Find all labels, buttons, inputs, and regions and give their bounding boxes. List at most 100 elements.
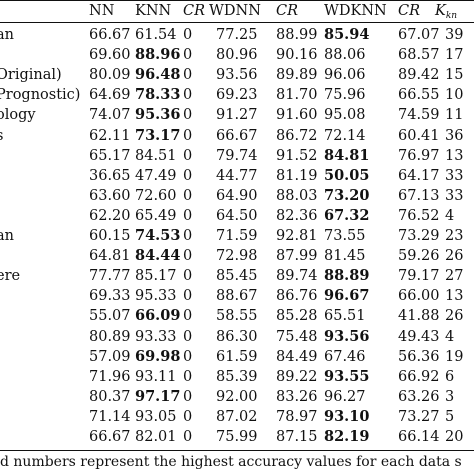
cell-wdnn: 93.56 [216, 67, 258, 84]
cell-knn: 73.17 [135, 126, 181, 144]
cell-wdknn: 93.10 [324, 407, 370, 425]
cell-cr-2: 90.16 [276, 47, 318, 64]
cell-wdnn: 91.27 [216, 107, 258, 124]
cell-wdnn: 69.23 [216, 87, 258, 104]
cell-cr-2: 81.19 [276, 167, 318, 184]
cell-cr-3: 73.27 [398, 408, 440, 425]
cell-wdknn: 85.94 [324, 26, 370, 43]
cell-wdnn: 66.67 [216, 127, 258, 144]
cell-cr: 0 [183, 408, 193, 425]
cell-knn: 96.48 [135, 66, 181, 84]
cell-cr: 0 [183, 328, 193, 345]
cell-cr: 0 [183, 228, 193, 244]
cell-cr-2: 92.81 [276, 228, 318, 244]
row-label: ere [0, 268, 21, 285]
header-cr: CR [183, 3, 206, 19]
cell-k: 17 [445, 47, 464, 64]
cell-knn: 72.60 [135, 187, 177, 204]
cell-cr-2: 86.76 [276, 288, 318, 305]
cell-wdknn: 81.45 [324, 248, 366, 265]
cell-k: 39 [445, 27, 464, 43]
cell-k: 10 [445, 87, 464, 104]
cell-cr-3: 76.97 [398, 147, 440, 164]
cell-cr-3: 68.57 [398, 47, 440, 64]
cell-cr: 0 [183, 167, 193, 184]
row-label: an [0, 228, 14, 244]
cell-cr-2: 83.26 [276, 388, 318, 405]
cell-k: 6 [445, 368, 455, 385]
cell-wdnn: 72.98 [216, 248, 258, 265]
cell-nn: 80.09 [89, 67, 131, 84]
cell-cr-2: 88.03 [276, 187, 318, 204]
cell-knn: 88.96 [135, 46, 181, 64]
cell-wdknn: 84.81 [324, 146, 370, 164]
cell-wdknn: 96.27 [324, 388, 366, 405]
cell-wdknn: 96.06 [324, 67, 366, 84]
cell-wdnn: 79.74 [216, 147, 258, 164]
cell-cr-3: 59.26 [398, 248, 440, 265]
cell-wdknn: 82.19 [324, 428, 370, 445]
cell-cr-3: 49.43 [398, 328, 440, 345]
cell-wdnn: 61.59 [216, 348, 258, 365]
cell-cr: 0 [183, 368, 193, 385]
cell-wdknn: 93.56 [324, 327, 370, 345]
top-rule [0, 0, 474, 1]
header-k-subscript: kn [445, 11, 458, 21]
cell-wdnn: 80.96 [216, 47, 258, 64]
cell-cr-3: 63.26 [398, 388, 440, 405]
cell-cr-3: 64.17 [398, 167, 440, 184]
header-wdknn: WDKNN [324, 3, 387, 19]
cell-nn: 62.11 [89, 127, 131, 144]
cell-knn: 95.36 [135, 106, 181, 124]
cell-wdknn: 95.08 [324, 107, 366, 124]
cell-nn: 77.77 [89, 268, 131, 285]
cell-nn: 80.89 [89, 328, 131, 345]
cell-knn: 78.33 [135, 86, 181, 104]
cell-k: 15 [445, 67, 464, 84]
cell-nn: 57.09 [89, 348, 131, 365]
cell-wdknn: 88.89 [324, 267, 370, 285]
cell-cr: 0 [183, 308, 193, 325]
cell-wdknn: 67.32 [324, 206, 370, 224]
cell-cr-3: 56.36 [398, 348, 440, 365]
cell-wdknn: 88.06 [324, 47, 366, 64]
cell-cr-3: 89.42 [398, 67, 440, 84]
cell-cr-3: 60.41 [398, 127, 440, 144]
header-rule [0, 22, 474, 23]
cell-cr-2: 87.15 [276, 429, 318, 445]
cell-cr-3: 66.00 [398, 288, 440, 305]
cell-k: 33 [445, 167, 464, 184]
cell-k: 33 [445, 187, 464, 204]
cell-cr: 0 [183, 67, 193, 84]
cell-wdnn: 75.99 [216, 429, 258, 445]
cell-knn: 97.17 [135, 387, 181, 405]
cell-cr: 0 [183, 348, 193, 365]
header-wdnn: WDNN [209, 3, 261, 19]
cell-knn: 95.33 [135, 288, 177, 305]
cell-nn: 64.81 [89, 248, 131, 265]
row-label: s [0, 126, 3, 146]
cell-wdknn: 65.51 [324, 308, 366, 325]
cell-wdknn: 96.67 [324, 287, 370, 305]
row-label: Original) [0, 67, 62, 84]
cell-cr: 0 [183, 429, 193, 445]
cell-knn: 84.44 [135, 247, 181, 265]
cell-k: 23 [445, 228, 464, 244]
cell-wdnn: 85.45 [216, 268, 258, 285]
cell-cr-2: 89.74 [276, 268, 318, 285]
bottom-rule [0, 450, 474, 451]
cell-wdknn: 73.55 [324, 228, 366, 244]
cell-wdnn: 88.67 [216, 288, 258, 305]
cell-k: 27 [445, 268, 464, 285]
cell-cr-3: 67.07 [398, 27, 440, 43]
cell-wdknn: 72.14 [324, 127, 366, 144]
cell-k: 4 [445, 328, 455, 345]
row-label: ology [0, 107, 36, 124]
cell-wdnn: 44.77 [216, 167, 258, 184]
cell-cr: 0 [183, 248, 193, 265]
cell-wdnn: 86.30 [216, 328, 258, 345]
header-k: Kkn [435, 0, 457, 27]
header-k-letter: K [435, 3, 446, 19]
cell-cr-3: 66.92 [398, 368, 440, 385]
cell-cr-3: 76.52 [398, 207, 440, 224]
